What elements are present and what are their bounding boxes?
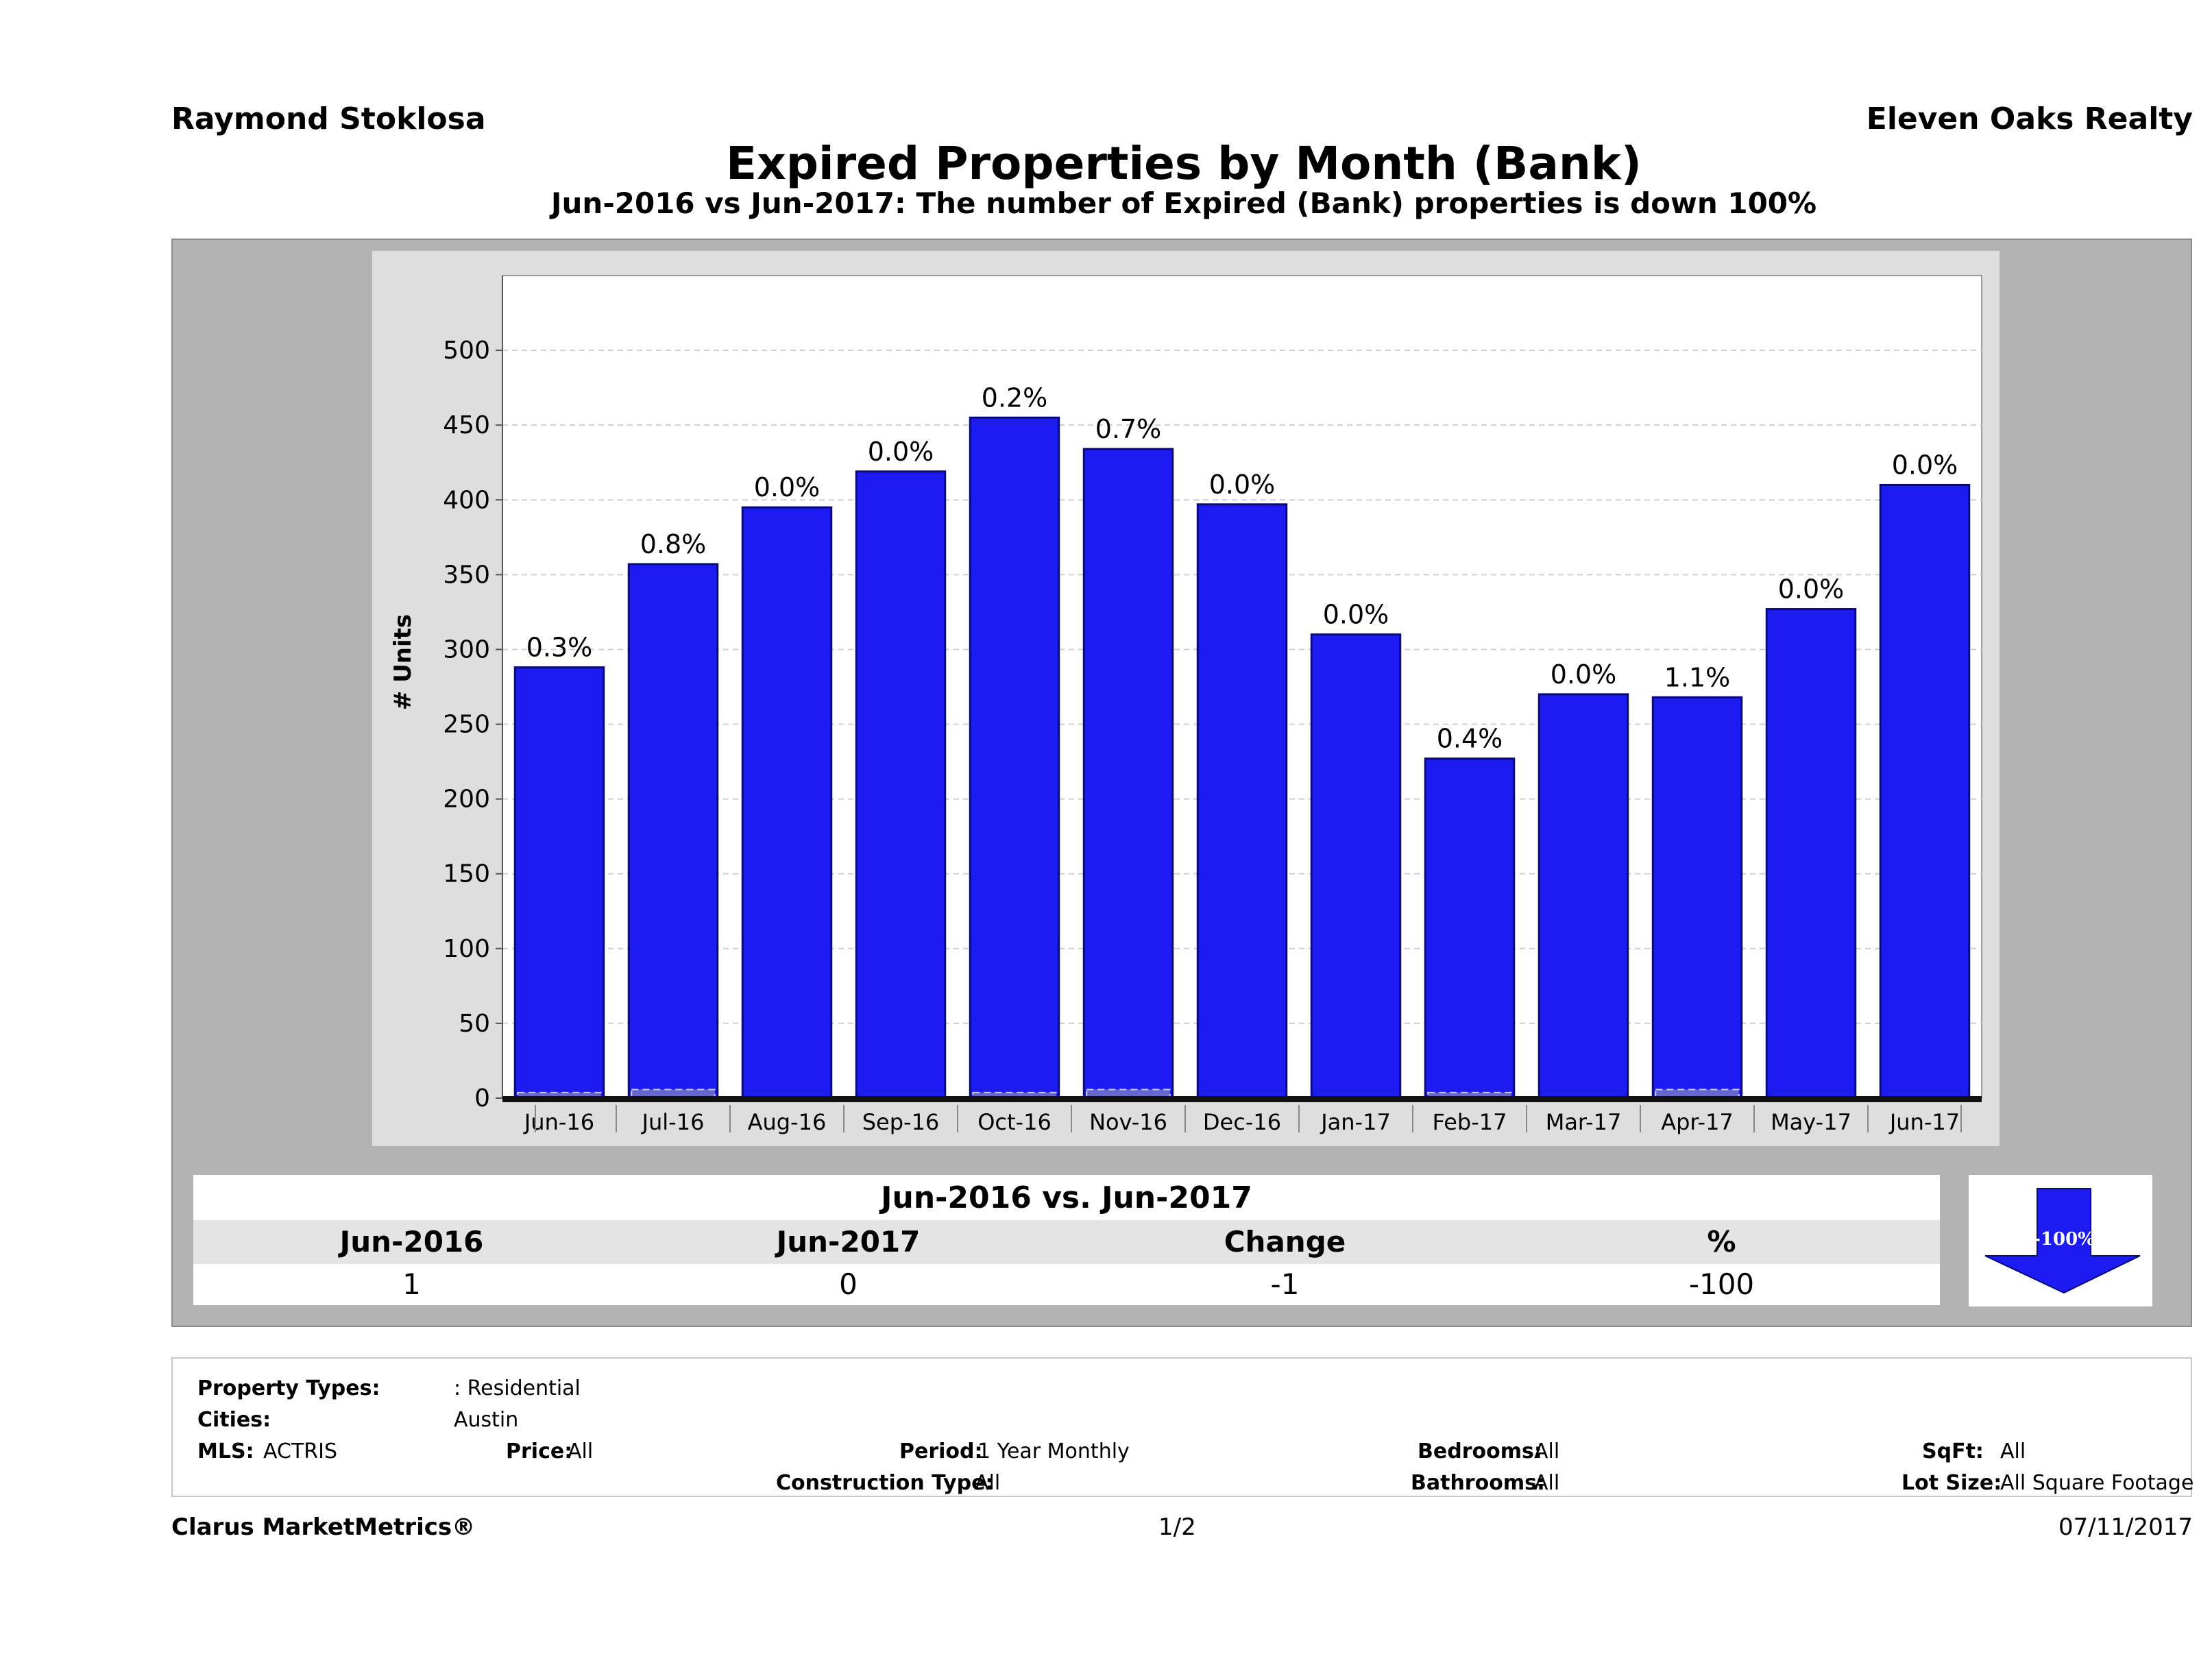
y-tick-label: 100 (443, 935, 490, 963)
property-types-value: : Residential (454, 1376, 581, 1400)
property-types-label: Property Types: (197, 1376, 380, 1400)
construction-type-value: All (975, 1471, 1001, 1495)
bank-bar-jun-16 (517, 1091, 602, 1099)
bar-jan-17 (1310, 633, 1402, 1099)
construction-type-label: Construction Type: (776, 1471, 994, 1495)
data-label-apr-17: 1.1% (1664, 662, 1731, 692)
bathrooms-value: All (1534, 1471, 1560, 1495)
x-tick-label-feb-17: Feb-17 (1433, 1109, 1507, 1135)
sqft-value: All (2000, 1439, 2026, 1463)
badge-text: -100% (2033, 1229, 2095, 1250)
agency-name: Eleven Oaks Realty (1866, 101, 2193, 136)
x-tick-label-aug-16: Aug-16 (748, 1109, 827, 1135)
change-badge: -100% (1969, 1175, 2152, 1306)
bar-apr-17 (1651, 696, 1743, 1099)
y-tick-label: 0 (474, 1084, 490, 1112)
comparison-value-row: 1 0 -1 -100 (193, 1264, 1940, 1305)
y-tick-label: 400 (443, 486, 490, 514)
x-tick-label-may-17: May-17 (1771, 1109, 1851, 1135)
period-label: Period: (899, 1439, 983, 1463)
data-label-jan-17: 0.0% (1323, 600, 1389, 630)
bank-bar-oct-16 (972, 1091, 1057, 1099)
data-label-jun-16: 0.3% (526, 633, 593, 663)
filter-summary: Property Types: : Residential Cities: Au… (171, 1357, 2194, 1497)
lot-size-value: All Square Footage (2000, 1471, 2194, 1495)
bar-sep-16 (855, 470, 947, 1099)
x-tick-label-jan-17: Jan-17 (1320, 1109, 1391, 1135)
value-change: -1 (1270, 1267, 1300, 1301)
bar-nov-16 (1082, 448, 1174, 1099)
x-tick-label-oct-16: Oct-16 (977, 1109, 1052, 1135)
page-number: 1/2 (1158, 1513, 1196, 1541)
lot-size-label: Lot Size: (1901, 1471, 2002, 1495)
y-tick-label: 50 (459, 1010, 490, 1038)
header-change: Change (1224, 1225, 1346, 1258)
y-axis-label: # Units (389, 614, 417, 710)
y-tick-label: 150 (443, 860, 490, 888)
x-tick-label-jun-17: Jun-17 (1888, 1109, 1960, 1135)
y-tick-label: 250 (443, 711, 490, 739)
x-tick-label-nov-16: Nov-16 (1089, 1109, 1167, 1135)
value-jun-2016: 1 (402, 1267, 421, 1301)
x-tick-label-apr-17: Apr-17 (1661, 1109, 1734, 1135)
bathrooms-label: Bathrooms: (1411, 1471, 1545, 1495)
price-label: Price: (506, 1439, 573, 1463)
cities-value: Austin (454, 1408, 519, 1432)
value-jun-2017: 0 (839, 1267, 858, 1301)
value-percent: -100 (1688, 1267, 1755, 1301)
data-label-aug-16: 0.0% (754, 472, 821, 502)
data-label-nov-16: 0.7% (1095, 414, 1162, 444)
report-date: 07/11/2017 (2058, 1513, 2193, 1541)
bank-bar-feb-17 (1427, 1091, 1512, 1099)
bar-aug-16 (741, 506, 833, 1099)
y-tick-label: 500 (443, 337, 490, 365)
bar-may-17 (1765, 608, 1857, 1099)
chart-subtitle: Jun-2016 vs Jun-2017: The number of Expi… (550, 186, 1817, 220)
data-label-mar-17: 0.0% (1551, 659, 1617, 690)
mls-value: ACTRIS (263, 1439, 338, 1463)
bedrooms-label: Bedrooms: (1418, 1439, 1542, 1463)
mls-label: MLS: (197, 1439, 254, 1463)
bar-jun-16 (513, 666, 605, 1099)
price-value: All (568, 1439, 594, 1463)
data-label-may-17: 0.0% (1778, 574, 1845, 605)
x-tick-label-mar-17: Mar-17 (1546, 1109, 1622, 1135)
y-tick-label: 200 (443, 786, 490, 814)
y-tick-label: 300 (443, 635, 490, 664)
y-tick-label: 450 (443, 411, 490, 439)
bar-dec-16 (1196, 503, 1288, 1099)
header-percent: % (1707, 1225, 1736, 1258)
comparison-table: Jun-2016 vs. Jun-2017 Jun-2016 Jun-2017 … (193, 1175, 1940, 1309)
data-label-dec-16: 0.0% (1209, 470, 1276, 500)
comparison-header-row: Jun-2016 Jun-2017 Change % (193, 1220, 1940, 1264)
x-axis-baseline (502, 1096, 1982, 1102)
header-jun-2017: Jun-2017 (776, 1225, 921, 1258)
data-label-sep-16: 0.0% (868, 437, 934, 467)
comparison-title: Jun-2016 vs. Jun-2017 (193, 1175, 1940, 1220)
bar-feb-17 (1424, 757, 1516, 1099)
bedrooms-value: All (1534, 1439, 1560, 1463)
data-label-feb-17: 0.4% (1437, 724, 1503, 754)
bar-chart: # Units 0 50 100 150 200 250 300 350 400 450 500 0.… (389, 275, 1982, 1135)
x-tick-label-jun-16: Jun-16 (523, 1109, 594, 1135)
bar-mar-17 (1538, 693, 1629, 1099)
sqft-label: SqFt: (1922, 1439, 1984, 1463)
down-arrow-icon: -100% (1984, 1188, 2141, 1294)
x-tick-label-sep-16: Sep-16 (862, 1109, 940, 1135)
period-value: 1 Year Monthly (977, 1439, 1130, 1463)
agent-name: Raymond Stoklosa (171, 101, 486, 136)
x-tick-label-dec-16: Dec-16 (1203, 1109, 1281, 1135)
cities-label: Cities: (197, 1408, 271, 1432)
x-tick-label-jul-16: Jul-16 (641, 1109, 705, 1135)
bar-oct-16 (969, 416, 1060, 1099)
data-label-jun-17: 0.0% (1892, 450, 1958, 480)
chart-title: Expired Properties by Month (Bank) (726, 137, 1642, 190)
data-label-oct-16: 0.2% (982, 382, 1048, 413)
data-label-jul-16: 0.8% (640, 529, 707, 559)
bar-jun-17 (1879, 483, 1971, 1099)
bar-jul-16 (627, 563, 719, 1099)
header-jun-2016: Jun-2016 (339, 1225, 484, 1258)
y-tick-label: 350 (443, 561, 490, 589)
footer-brand: Clarus MarketMetrics® (171, 1513, 476, 1541)
